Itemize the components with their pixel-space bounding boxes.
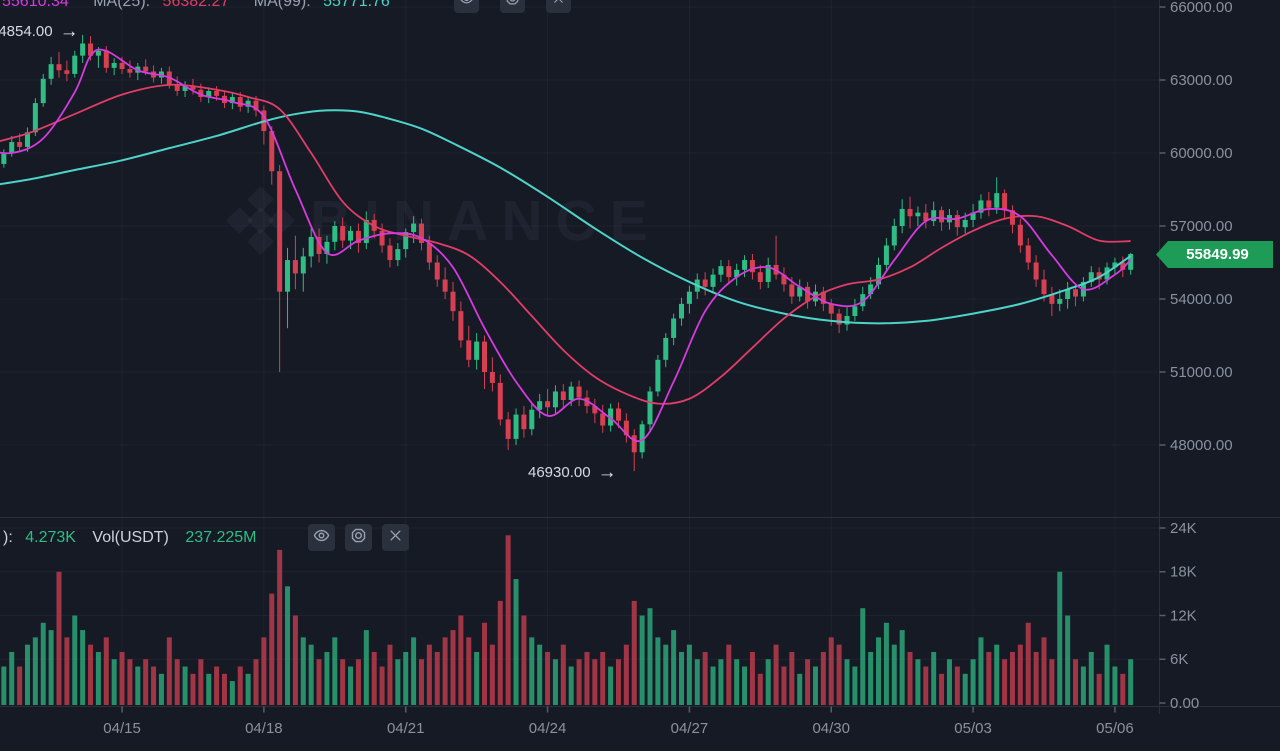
candles bbox=[1, 34, 1134, 472]
ma99-line bbox=[0, 109, 1132, 325]
high-price-annotation: 64854.00 → bbox=[0, 22, 79, 41]
svg-text:51000.00: 51000.00 bbox=[1170, 364, 1233, 381]
volume-base-value: 4.273K bbox=[25, 529, 76, 546]
ma7-line bbox=[0, 48, 1132, 443]
eye-icon bbox=[313, 527, 330, 549]
ma25-line bbox=[0, 83, 1131, 405]
svg-text:04/21: 04/21 bbox=[387, 720, 425, 737]
svg-text:54000.00: 54000.00 bbox=[1170, 291, 1233, 308]
volume-close-button[interactable] bbox=[382, 524, 409, 551]
svg-text:63000.00: 63000.00 bbox=[1170, 72, 1233, 89]
ma99-value: 55771.76 bbox=[323, 0, 390, 10]
right-arrow-icon: → bbox=[59, 21, 79, 42]
svg-text:04/27: 04/27 bbox=[671, 720, 709, 737]
right-arrow-icon: → bbox=[597, 462, 617, 483]
ma7-value: 55610.34 bbox=[2, 0, 69, 10]
volume-indicator-buttons bbox=[308, 524, 409, 551]
volume-base-label: ): bbox=[3, 529, 13, 546]
volume-bars bbox=[1, 535, 1134, 705]
svg-text:12K: 12K bbox=[1170, 607, 1197, 624]
ma-indicator-buttons bbox=[454, 0, 571, 13]
ma-lines bbox=[0, 48, 1132, 443]
svg-text:0.00: 0.00 bbox=[1170, 695, 1199, 712]
svg-text:6K: 6K bbox=[1170, 651, 1188, 668]
svg-text:04/30: 04/30 bbox=[812, 720, 850, 737]
low-price-annotation: 46930.00 → bbox=[528, 463, 617, 482]
gear-icon bbox=[505, 0, 520, 11]
ma-indicator-legend: 55610.34 MA(25): 56382.27 MA(99): 55771.… bbox=[2, 0, 390, 14]
svg-text:04/18: 04/18 bbox=[245, 720, 283, 737]
svg-text:04/15: 04/15 bbox=[103, 720, 141, 737]
ma25-label: MA(25): bbox=[93, 0, 151, 10]
close-icon bbox=[388, 528, 403, 548]
svg-text:18K: 18K bbox=[1170, 564, 1197, 581]
last-price-tag: 55849.99 bbox=[1156, 241, 1273, 268]
gridlines bbox=[0, 0, 1158, 707]
svg-text:24K: 24K bbox=[1170, 520, 1197, 537]
svg-text:57000.00: 57000.00 bbox=[1170, 218, 1233, 235]
svg-text:60000.00: 60000.00 bbox=[1170, 145, 1233, 162]
volume-indicator-legend: ): 4.273K Vol(USDT) 237.225M bbox=[3, 524, 256, 551]
svg-text:05/06: 05/06 bbox=[1096, 720, 1134, 737]
low-price-label: 46930.00 bbox=[528, 464, 591, 481]
volume-quote-value: 237.225M bbox=[185, 529, 257, 546]
gear-icon bbox=[350, 527, 367, 549]
volume-visibility-toggle-button[interactable] bbox=[308, 524, 335, 551]
ma99-label: MA(99): bbox=[253, 0, 311, 10]
ma-close-button[interactable] bbox=[546, 0, 571, 13]
ma-settings-button[interactable] bbox=[500, 0, 525, 13]
ma25-value: 56382.27 bbox=[162, 0, 230, 10]
svg-text:04/24: 04/24 bbox=[529, 720, 567, 737]
high-price-label: 64854.00 bbox=[0, 23, 53, 40]
volume-quote-label: Vol(USDT) bbox=[92, 529, 169, 546]
eye-icon bbox=[459, 0, 474, 11]
svg-text:48000.00: 48000.00 bbox=[1170, 437, 1233, 454]
volume-settings-button[interactable] bbox=[345, 524, 372, 551]
svg-text:66000.00: 66000.00 bbox=[1170, 0, 1233, 16]
svg-text:05/03: 05/03 bbox=[954, 720, 992, 737]
ma-visibility-toggle-button[interactable] bbox=[454, 0, 479, 13]
close-icon bbox=[552, 0, 565, 10]
axes bbox=[0, 0, 1280, 714]
